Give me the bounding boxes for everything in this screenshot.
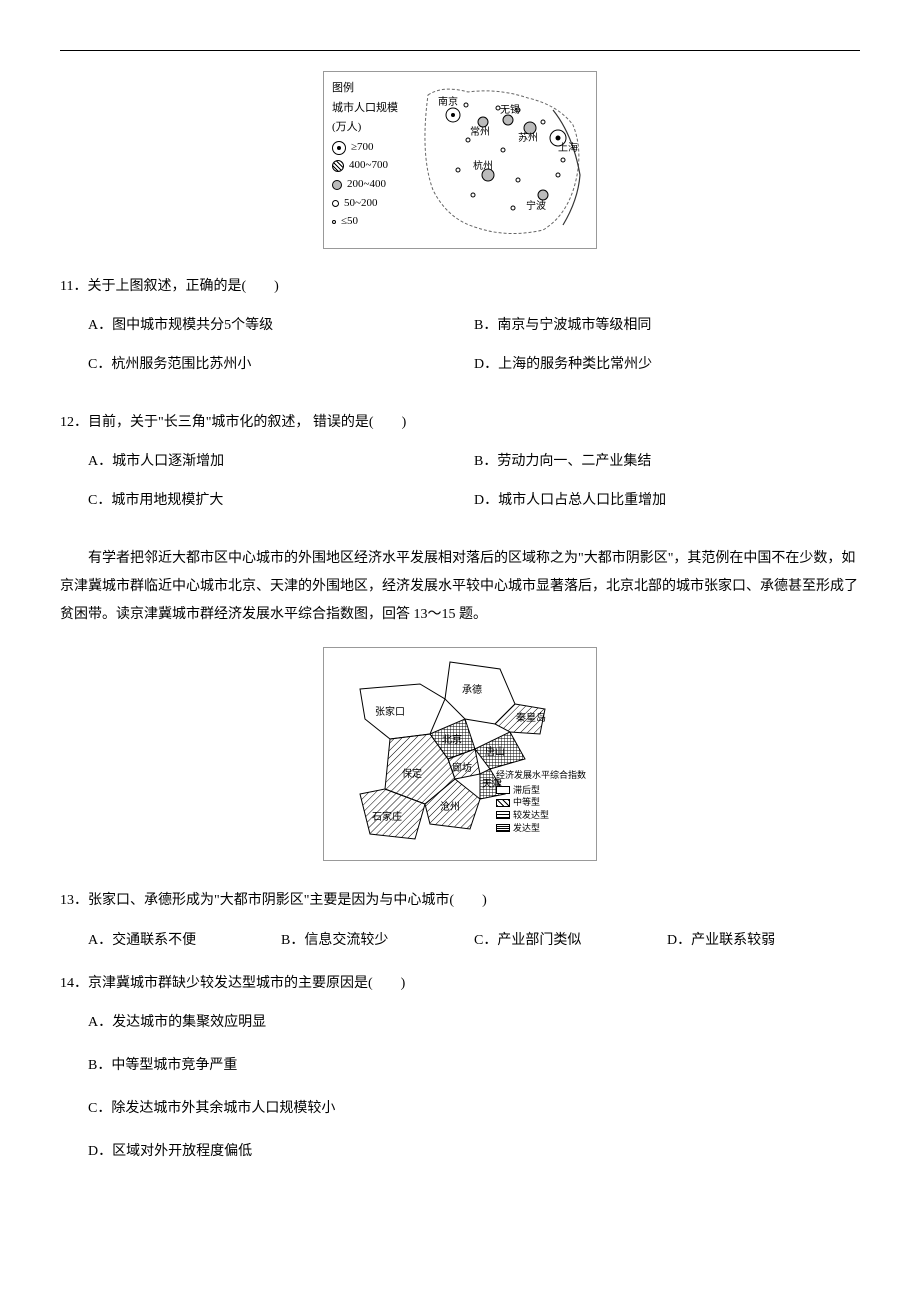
region-langfang: 廊坊	[452, 760, 472, 778]
figure-2-map: 承德 张家口 北京 秦皇岛 唐山 廊坊 天津 保定 沧州 石家庄 经济发展水平综…	[330, 654, 590, 854]
figure-2: 承德 张家口 北京 秦皇岛 唐山 廊坊 天津 保定 沧州 石家庄 经济发展水平综…	[60, 647, 860, 863]
region-chengde: 承德	[462, 682, 482, 700]
legend-symbol-400	[332, 160, 344, 172]
fig2-label-2: 中等型	[513, 796, 540, 809]
legend-label-400: 400~700	[349, 157, 388, 175]
region-qinhuangdao: 秦皇岛	[516, 710, 546, 728]
legend-symbol-50	[332, 200, 339, 207]
q11-stem: 11．关于上图叙述，正确的是( )	[60, 274, 860, 299]
q12-opt-d: D．城市人口占总人口比重增加	[474, 488, 860, 513]
legend-symbol-700	[332, 141, 346, 155]
q13-opt-a: A．交通联系不便	[88, 928, 281, 953]
q12-opt-b: B．劳动力向一、二产业集结	[474, 449, 860, 474]
q11-opt-c: C．杭州服务范围比苏州小	[88, 352, 474, 377]
q11-opt-d: D．上海的服务种类比常州少	[474, 352, 860, 377]
question-12: 12．目前，关于"长三角"城市化的叙述， 错误的是( ) A．城市人口逐渐增加 …	[60, 410, 860, 528]
region-tangshan: 唐山	[485, 744, 505, 762]
figure-1-box: 图例 城市人口规模 (万人) ≥700 400~700 200~400 50~2…	[323, 71, 597, 249]
fig2-swatch-1	[496, 786, 510, 794]
city-changzhou: 常州	[470, 124, 490, 142]
q11-opt-b: B．南京与宁波城市等级相同	[474, 313, 860, 338]
figure-1: 图例 城市人口规模 (万人) ≥700 400~700 200~400 50~2…	[60, 71, 860, 249]
question-14: 14．京津冀城市群缺少较发达型城市的主要原因是( ) A．发达城市的集聚效应明显…	[60, 971, 860, 1165]
q14-opt-c: C．除发达城市外其余城市人口规模较小	[88, 1096, 860, 1121]
region-shijiazhuang: 石家庄	[372, 809, 402, 827]
fig2-label-4: 发达型	[513, 822, 540, 835]
q11-options: A．图中城市规模共分5个等级 B．南京与宁波城市等级相同 C．杭州服务范围比苏州…	[60, 313, 860, 391]
figure-2-box: 承德 张家口 北京 秦皇岛 唐山 廊坊 天津 保定 沧州 石家庄 经济发展水平综…	[323, 647, 597, 861]
q14-opt-d: D．区域对外开放程度偏低	[88, 1139, 860, 1164]
q13-opt-d: D．产业联系较弱	[667, 928, 860, 953]
city-suzhou: 苏州	[518, 130, 538, 148]
q12-opt-c: C．城市用地规模扩大	[88, 488, 474, 513]
fig2-swatch-4	[496, 824, 510, 832]
q13-opt-b: B．信息交流较少	[281, 928, 474, 953]
fig2-legend-title: 经济发展水平综合指数	[496, 769, 586, 782]
passage-13-15: 有学者把邻近大都市区中心城市的外围地区经济水平发展相对落后的区域称之为"大都市阴…	[60, 545, 860, 629]
legend-title-2: 城市人口规模	[332, 100, 398, 118]
fig2-swatch-2	[496, 799, 510, 807]
legend-title-1: 图例	[332, 80, 398, 98]
city-shanghai: 上海	[558, 140, 578, 158]
fig2-label-1: 滞后型	[513, 784, 540, 797]
q12-opt-a: A．城市人口逐渐增加	[88, 449, 474, 474]
legend-label-lt50: ≤50	[341, 213, 358, 231]
figure-1-map: 南京 常州 无锡 苏州 上海 杭州 宁波	[408, 80, 588, 240]
q13-stem: 13．张家口、承德形成为"大都市阴影区"主要是因为与中心城市( )	[60, 888, 860, 913]
q12-stem: 12．目前，关于"长三角"城市化的叙述， 错误的是( )	[60, 410, 860, 435]
city-hangzhou: 杭州	[473, 158, 493, 176]
q13-opt-c: C．产业部门类似	[474, 928, 667, 953]
q12-options: A．城市人口逐渐增加 B．劳动力向一、二产业集结 C．城市用地规模扩大 D．城市…	[60, 449, 860, 527]
q14-stem: 14．京津冀城市群缺少较发达型城市的主要原因是( )	[60, 971, 860, 996]
region-zhangjiakou: 张家口	[375, 704, 405, 722]
region-beijing: 北京	[442, 732, 462, 750]
legend-label-700: ≥700	[351, 139, 374, 157]
page-top-rule	[60, 50, 860, 51]
q13-options: A．交通联系不便 B．信息交流较少 C．产业部门类似 D．产业联系较弱	[60, 928, 860, 953]
city-wuxi: 无锡	[500, 102, 520, 120]
figure-2-legend: 经济发展水平综合指数 滞后型 中等型 较发达型 发达型	[496, 769, 586, 834]
fig2-label-3: 较发达型	[513, 809, 549, 822]
fig2-swatch-3	[496, 811, 510, 819]
q14-opt-b: B．中等型城市竞争严重	[88, 1053, 860, 1078]
legend-symbol-200	[332, 180, 342, 190]
region-cangzhou: 沧州	[440, 799, 460, 817]
q14-options: A．发达城市的集聚效应明显 B．中等型城市竞争严重 C．除发达城市外其余城市人口…	[60, 1010, 860, 1165]
legend-label-50: 50~200	[344, 195, 377, 213]
legend-title-3: (万人)	[332, 119, 398, 137]
region-baoding: 保定	[402, 766, 422, 784]
city-nanjing: 南京	[438, 94, 458, 112]
figure-1-legend: 图例 城市人口规模 (万人) ≥700 400~700 200~400 50~2…	[332, 80, 398, 232]
question-13: 13．张家口、承德形成为"大都市阴影区"主要是因为与中心城市( ) A．交通联系…	[60, 888, 860, 952]
legend-symbol-lt50	[332, 220, 336, 224]
legend-label-200: 200~400	[347, 176, 386, 194]
q11-opt-a: A．图中城市规模共分5个等级	[88, 313, 474, 338]
city-ningbo: 宁波	[526, 198, 546, 216]
question-11: 11．关于上图叙述，正确的是( ) A．图中城市规模共分5个等级 B．南京与宁波…	[60, 274, 860, 392]
q14-opt-a: A．发达城市的集聚效应明显	[88, 1010, 860, 1035]
